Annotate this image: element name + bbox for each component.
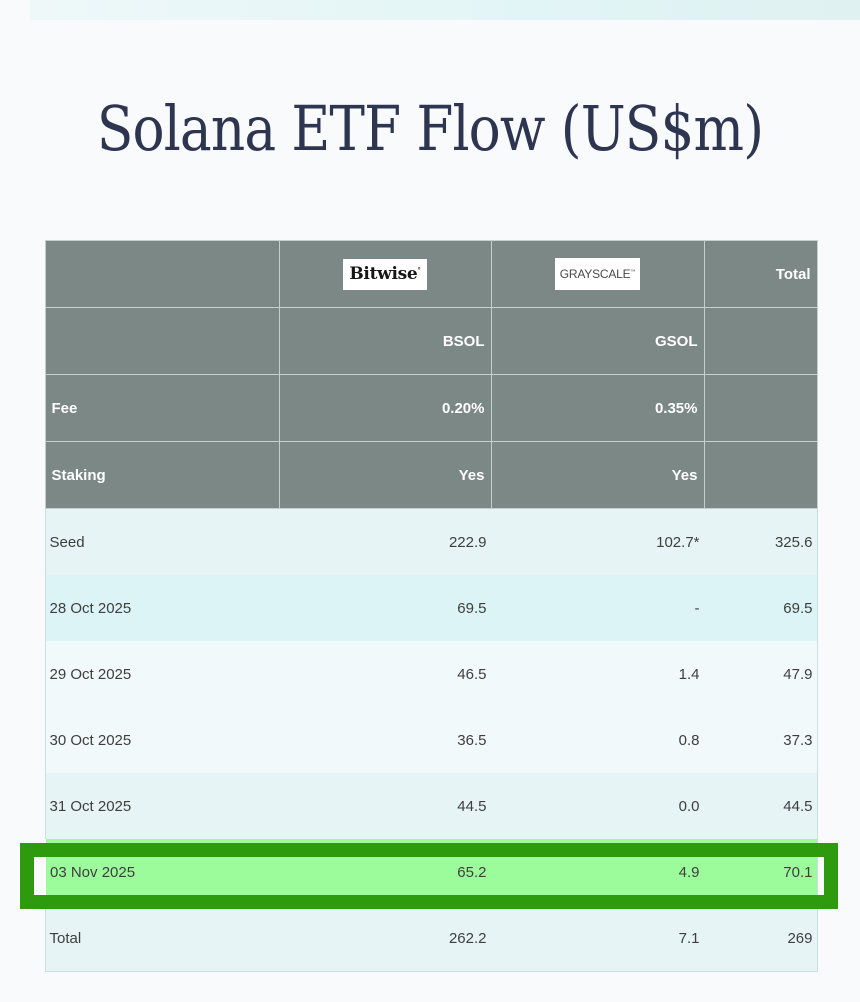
row-label: 31 Oct 2025	[44, 773, 279, 839]
total-value: 69.5	[704, 575, 818, 641]
top-banner-strip	[30, 0, 860, 20]
header-row-issuers: Bitwise° GRAYSCALE™ Total	[44, 240, 818, 308]
fee-label: Fee	[44, 374, 280, 442]
gsol-value: 0.8	[678, 731, 700, 749]
total-value: 44.5	[704, 773, 818, 839]
header-total: Total	[703, 240, 818, 308]
gsol-value: 7.1	[491, 905, 704, 972]
table-row: 30 Oct 2025 36.5 0.8 37.3	[44, 707, 818, 773]
row-label: 30 Oct 2025	[44, 707, 279, 773]
table-row-highlighted: 03 Nov 2025 65.2 4.9 70.1	[44, 839, 818, 905]
grayscale-logo-icon: GRAYSCALE™	[554, 258, 641, 290]
header-empty-cell	[703, 441, 818, 509]
table-row-total: Total 262.2 7.1 269	[44, 905, 818, 972]
gsol-value: 102.7*	[656, 533, 700, 551]
bsol-value: 262.2	[279, 905, 491, 972]
bsol-value: 44.5	[457, 797, 487, 815]
bitwise-logo-icon: Bitwise°	[343, 258, 427, 290]
header-row-tickers: BSOL GSOL	[44, 307, 818, 375]
gsol-value: 4.9	[678, 863, 700, 881]
row-label: 03 Nov 2025	[44, 839, 279, 905]
bsol-value: 69.5	[457, 599, 487, 617]
ticker-bsol: BSOL	[278, 307, 492, 375]
table-row: 28 Oct 2025 69.5 - 69.5	[44, 575, 818, 641]
bsol-value: 46.5	[457, 665, 487, 683]
staking-bsol: Yes	[278, 441, 492, 509]
total-value: 325.6	[704, 508, 818, 575]
table-row: 31 Oct 2025 44.5 0.0 44.5	[44, 773, 818, 839]
bsol-value: 222.9	[448, 533, 487, 551]
total-value: 70.1	[704, 839, 818, 905]
row-label: 28 Oct 2025	[44, 575, 279, 641]
gsol-value: 1.4	[678, 665, 700, 683]
fee-gsol: 0.35%	[490, 374, 705, 442]
row-label: 29 Oct 2025	[44, 641, 279, 707]
header-empty-cell	[703, 307, 818, 375]
table-row: 29 Oct 2025 46.5 1.4 47.9	[44, 641, 818, 707]
fee-bsol: 0.20%	[278, 374, 492, 442]
staking-label: Staking	[44, 441, 280, 509]
total-value: 47.9	[704, 641, 818, 707]
bsol-value: 36.5	[457, 731, 487, 749]
header-row-fee: Fee 0.20% 0.35%	[44, 374, 818, 442]
header-empty-cell	[44, 240, 280, 308]
etf-flow-table: Bitwise° GRAYSCALE™ Total BSOL GSOL Fee …	[44, 240, 818, 972]
table-row: Seed 222.9 102.7* 325.6	[44, 508, 818, 575]
bitwise-logo-cell: Bitwise°	[278, 240, 492, 308]
ticker-gsol: GSOL	[490, 307, 705, 375]
row-label: Seed	[44, 508, 279, 575]
grayscale-logo-cell: GRAYSCALE™	[490, 240, 705, 308]
header-empty-cell	[703, 374, 818, 442]
row-label: Total	[44, 905, 279, 972]
total-value: 269	[704, 905, 818, 972]
staking-gsol: Yes	[490, 441, 705, 509]
gsol-value: -	[694, 599, 700, 617]
page-title: Solana ETF Flow (US$m)	[96, 92, 764, 165]
total-value: 37.3	[704, 707, 818, 773]
gsol-value: 0.0	[678, 797, 700, 815]
bsol-value: 65.2	[457, 863, 487, 881]
header-row-staking: Staking Yes Yes	[44, 441, 818, 509]
header-empty-cell	[44, 307, 280, 375]
